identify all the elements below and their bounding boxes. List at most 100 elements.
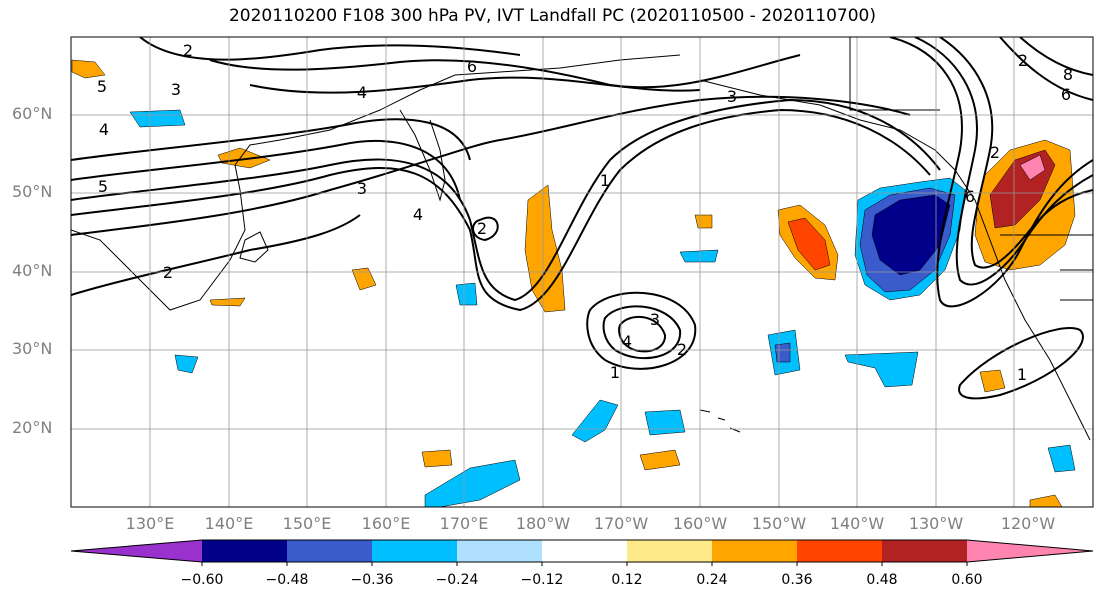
pv-ridge-4 <box>999 37 1093 101</box>
contour-label: 3 <box>650 310 660 329</box>
colorbar-tick-label: 0.12 <box>611 572 643 588</box>
negative-anomaly-south-3 <box>424 459 521 507</box>
graticule <box>71 37 1093 507</box>
shading-positive <box>71 59 1076 507</box>
contour-label: 6 <box>965 187 975 206</box>
lat-label-50n: 50°N <box>12 182 53 201</box>
pv-southeast-closed <box>958 327 1084 400</box>
contour-label: 3 <box>727 87 737 106</box>
pv-contour-5 <box>71 139 461 201</box>
positive-anomaly-west-coast-peak <box>1019 154 1046 181</box>
contour-label: 4 <box>357 83 367 102</box>
colorbar-segment <box>202 540 287 562</box>
pv-contour-3 <box>71 108 931 312</box>
north-america-border <box>849 37 1093 301</box>
lat-label-20n: 20°N <box>12 418 53 437</box>
positive-anomaly-northwest <box>71 59 106 79</box>
shading-negative <box>129 109 1076 507</box>
contour-label: 1 <box>610 363 620 382</box>
alaska-coast <box>699 79 1091 441</box>
negative-anomaly-south-2 <box>644 409 686 436</box>
negative-anomaly-south <box>571 399 619 443</box>
contour-label: 4 <box>622 332 632 351</box>
colorbar-segment-under <box>71 540 202 562</box>
lon-label: 160°E <box>361 514 411 533</box>
contour-label: 2 <box>183 41 193 60</box>
kamchatka-coast <box>399 109 446 202</box>
map-title: 2020110200 F108 300 hPa PV, IVT Landfall… <box>228 6 876 26</box>
pv-contour-north-1 <box>139 37 521 61</box>
negative-anomaly-small-1 <box>455 282 478 306</box>
pv-contour-north-3 <box>249 76 701 94</box>
coastlines <box>71 37 1093 441</box>
colorbar-segment <box>287 540 372 562</box>
colorbar-segment <box>627 540 712 562</box>
lon-label: 140°W <box>829 514 885 533</box>
lon-label: 170°W <box>593 514 649 533</box>
plot-frame <box>70 36 1094 508</box>
lon-label: 180°W <box>515 514 571 533</box>
colorbar-tick-label: −0.36 <box>350 572 394 588</box>
colorbar-segment <box>542 540 627 562</box>
positive-anomaly-small-6 <box>1029 494 1063 507</box>
colorbar-tick-label: −0.48 <box>265 572 309 588</box>
contour-label: 2 <box>1018 51 1028 70</box>
pv-contour-4 <box>71 98 941 302</box>
colorbar-segment <box>882 540 967 562</box>
lon-label: 150°E <box>282 514 332 533</box>
pv-contours <box>71 37 1093 400</box>
contour-label: 4 <box>413 205 423 224</box>
contour-label: 2 <box>990 143 1000 162</box>
colorbar-tick-label: 0.60 <box>951 572 983 588</box>
colorbar-tick-label: −0.60 <box>180 572 224 588</box>
positive-anomaly-small-5 <box>979 369 1006 393</box>
positive-anomaly-small-3 <box>639 449 681 471</box>
pv-contour-west-closed <box>472 216 499 242</box>
positive-anomaly-small-1 <box>351 267 377 291</box>
pv-contour-6 <box>71 118 471 161</box>
lon-label: 130°W <box>908 514 964 533</box>
japan-coast <box>239 231 269 263</box>
contour-label: 6 <box>1061 85 1071 104</box>
lon-label: 170°E <box>439 514 489 533</box>
lat-label-40n: 40°N <box>12 261 53 280</box>
asia-coast <box>71 54 681 311</box>
contour-label: 5 <box>98 177 108 196</box>
contour-label: 1 <box>1017 365 1027 384</box>
colorbar-tick-label: −0.24 <box>435 572 479 588</box>
colorbar-segment <box>712 540 797 562</box>
lon-label: 120°W <box>1000 514 1056 533</box>
contour-label: 2 <box>677 340 687 359</box>
lat-label-30n: 30°N <box>12 339 53 358</box>
lon-label: 150°W <box>751 514 807 533</box>
contour-label: 2 <box>477 219 487 238</box>
contour-label: 3 <box>357 179 367 198</box>
lon-label: 140°E <box>204 514 254 533</box>
colorbar-tick-label: 0.36 <box>781 572 813 588</box>
pv-contour-2-north <box>71 95 911 236</box>
negative-anomaly-east <box>844 351 919 388</box>
lat-label-60n: 60°N <box>12 104 53 123</box>
negative-anomaly-gulf-alaska-core <box>871 194 951 276</box>
contour-label: 2 <box>163 263 173 282</box>
contour-label: 8 <box>1063 65 1073 84</box>
lon-label: 130°E <box>125 514 175 533</box>
colorbar-segment <box>372 540 457 562</box>
negative-anomaly-small-4 <box>1047 444 1076 473</box>
contour-labels: 2 3 4 5 6 2 5 4 2 1 3 3 4 6 2 2 3 4 2 1 … <box>97 41 1073 384</box>
negative-anomaly-small-3 <box>174 354 199 374</box>
positive-anomaly-small-4 <box>421 449 453 468</box>
pv-low-ring-1 <box>586 291 697 370</box>
positive-anomaly-northeast-pacific-core <box>787 217 831 271</box>
lon-label: 160°W <box>672 514 728 533</box>
colorbar-tick-label: 0.24 <box>696 572 728 588</box>
colorbar <box>70 539 1094 566</box>
negative-anomaly-central-core <box>774 342 791 363</box>
contour-label: 5 <box>97 77 107 96</box>
pv-ridge-5 <box>1019 37 1093 76</box>
contour-label: 6 <box>467 57 477 76</box>
contour-label: 3 <box>171 80 181 99</box>
positive-anomaly-small-7 <box>209 297 246 307</box>
pv-contour-north-2 <box>209 54 801 89</box>
